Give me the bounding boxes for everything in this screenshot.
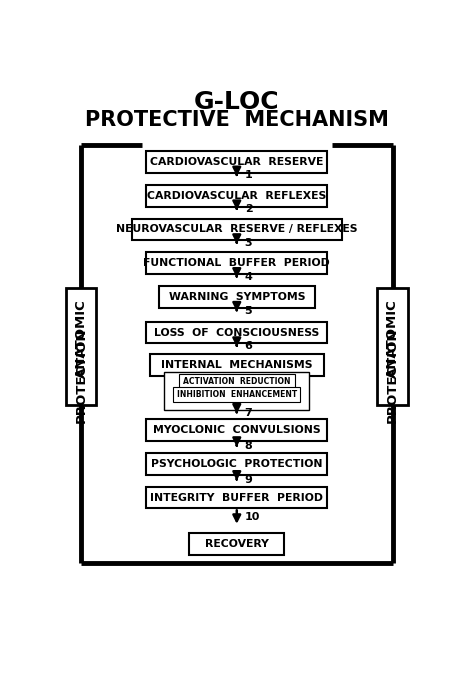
Text: G-LOC: G-LOC <box>194 90 280 114</box>
Text: INHIBITION  ENHANCEMENT: INHIBITION ENHANCEMENT <box>176 390 297 399</box>
FancyBboxPatch shape <box>179 375 295 390</box>
Text: CARDIOVASCULAR  RESERVE: CARDIOVASCULAR RESERVE <box>150 157 323 167</box>
Text: 5: 5 <box>245 306 252 316</box>
FancyBboxPatch shape <box>146 453 328 475</box>
Text: 1: 1 <box>245 170 252 180</box>
FancyBboxPatch shape <box>146 487 328 508</box>
Text: PSYCHOLOGIC  PROTECTION: PSYCHOLOGIC PROTECTION <box>151 459 322 468</box>
Text: FUNCTIONAL  BUFFER  PERIOD: FUNCTIONAL BUFFER PERIOD <box>143 258 330 268</box>
FancyBboxPatch shape <box>164 372 310 410</box>
Text: CARDIOVASCULAR  REFLEXES: CARDIOVASCULAR REFLEXES <box>147 191 326 201</box>
Text: ANATOMIC: ANATOMIC <box>74 299 87 378</box>
Text: INTERNAL  MECHANISMS: INTERNAL MECHANISMS <box>161 360 312 370</box>
FancyBboxPatch shape <box>66 288 97 406</box>
Text: MYOCLONIC  CONVULSIONS: MYOCLONIC CONVULSIONS <box>153 425 321 435</box>
FancyBboxPatch shape <box>377 288 408 406</box>
Text: 4: 4 <box>245 272 253 282</box>
FancyBboxPatch shape <box>132 218 342 241</box>
FancyBboxPatch shape <box>146 419 328 441</box>
Text: LOSS  OF  CONSCIOUSNESS: LOSS OF CONSCIOUSNESS <box>154 328 319 337</box>
Text: INTEGRITY  BUFFER  PERIOD: INTEGRITY BUFFER PERIOD <box>150 493 323 502</box>
FancyBboxPatch shape <box>173 387 300 402</box>
Text: 8: 8 <box>245 441 252 451</box>
Text: ACTIVATION  REDUCTION: ACTIVATION REDUCTION <box>183 377 291 387</box>
Text: 6: 6 <box>245 341 253 351</box>
FancyBboxPatch shape <box>146 322 328 343</box>
FancyBboxPatch shape <box>146 185 328 207</box>
Text: PROTECTIVE  MECHANISM: PROTECTIVE MECHANISM <box>85 110 389 130</box>
Text: NEUROVASCULAR  RESERVE / REFLEXES: NEUROVASCULAR RESERVE / REFLEXES <box>116 224 358 235</box>
FancyBboxPatch shape <box>159 286 315 308</box>
Text: WARNING  SYMPTOMS: WARNING SYMPTOMS <box>169 292 305 302</box>
FancyBboxPatch shape <box>150 354 324 376</box>
Text: 9: 9 <box>245 475 253 485</box>
Text: PROTECTION: PROTECTION <box>386 327 399 423</box>
Text: 7: 7 <box>245 408 252 418</box>
Text: 3: 3 <box>245 238 252 248</box>
Text: ANATOMIC: ANATOMIC <box>386 299 399 378</box>
FancyBboxPatch shape <box>189 533 285 555</box>
FancyBboxPatch shape <box>146 151 328 173</box>
Text: 2: 2 <box>245 204 252 214</box>
Text: 10: 10 <box>245 512 260 522</box>
Text: PROTECTION: PROTECTION <box>74 327 87 423</box>
FancyBboxPatch shape <box>146 252 328 274</box>
Text: RECOVERY: RECOVERY <box>205 539 269 550</box>
